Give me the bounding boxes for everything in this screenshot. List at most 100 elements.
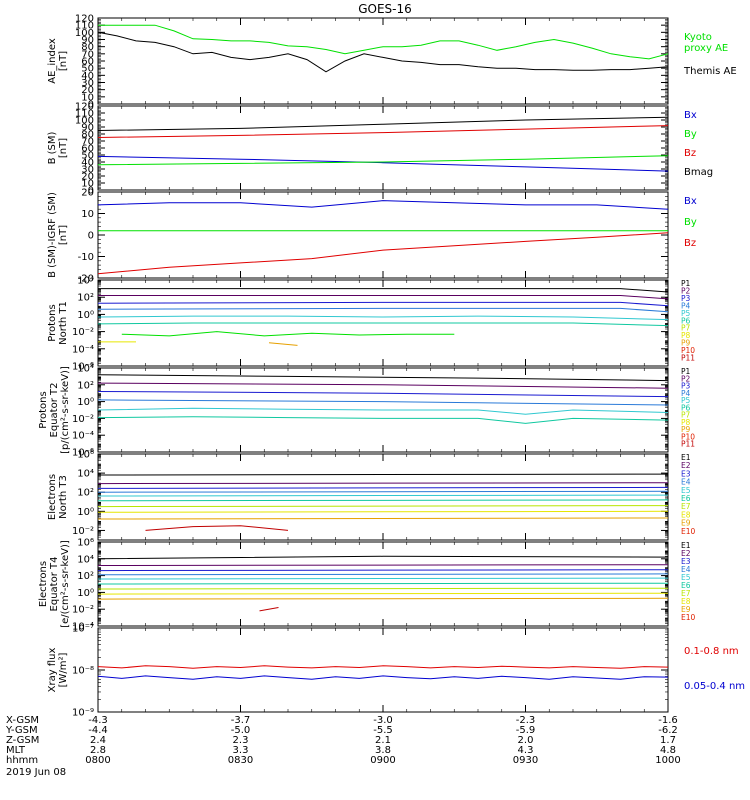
legend-entry: P9 [681,339,691,348]
y-tick-label: 10² [77,380,94,391]
series-line-e10 [145,525,289,531]
series-line-p1 [98,288,669,293]
series-line-bz [97,232,669,275]
panel-bigrf: -20 -10 0 10 20 B (SM)-IGRF (SM) [nT] Bx By Bz [47,188,697,285]
y-tick-label: 20 [81,188,94,199]
series-line-p1 [97,374,669,382]
series-line-bmag [97,116,669,131]
series-line-e8 [97,510,669,513]
legend-entry: Bz [684,238,696,249]
legend-entry: Bz [684,148,696,159]
y-tick-label: 120 [75,14,94,25]
y-tick-label: 10⁻⁶ [72,448,94,459]
series-line-e8 [97,592,669,595]
x-tick-label: 4.3 [518,745,534,756]
y-tick-label: 110 [75,109,94,120]
y-tick-label: 120 [75,102,94,113]
y-axis-label: Protons [47,304,58,341]
y-tick-label: 10⁻⁷ [72,624,94,635]
y-tick-label: 10² [77,488,94,499]
y-tick-label: 100 [75,116,94,127]
panel-xray: 10⁻⁹ 10⁻⁸ 10⁻⁷ Xray flux [W/m²] 0.1-0.8 nm 0.0… [47,624,745,719]
y-axis-label: North T1 [58,301,69,345]
series-line-p7 [121,331,455,337]
series-line-bz [97,125,669,138]
y-axis-label: AE_index [47,38,58,84]
series-line-p5 [97,315,669,321]
y-tick-label: 70 [81,137,94,148]
x-tick-label: -2.3 [516,715,536,726]
x-row-label: Z-GSM [6,735,39,746]
series-line-p6 [97,416,669,424]
y-tick-label: 10⁻⁹ [72,708,94,719]
legend-entry: proxy AE [684,43,728,54]
y-tick-label: 10⁰ [77,588,94,599]
x-tick-label: 1.7 [660,735,676,746]
series-line-p2 [97,382,669,389]
y-tick-label: 10⁻² [72,605,94,616]
y-axis-label: [nT] [58,51,69,71]
legend-entry: E8 [681,597,691,606]
y-tick-label: 10⁰ [77,310,94,321]
y-tick-label: 70 [81,49,94,60]
x-tick-label: 2.1 [375,735,391,746]
series-line-e9 [97,597,669,600]
x-tick-label: -5.0 [231,725,251,736]
legend-entry: P8 [681,331,691,340]
series-line-p3 [97,391,669,398]
y-tick-label: 60 [81,144,94,155]
x-row-label: MLT [6,745,26,756]
y-tick-label: 10 [81,179,94,190]
x-tick-label: -5.5 [373,725,393,736]
y-axis-label: [nT] [58,138,69,158]
y-tick-label: 80 [81,130,94,141]
legend-entry: P6 [681,403,691,412]
legend-entry: E1 [681,541,691,550]
y-tick-label: 100 [75,28,94,39]
legend-entry: P8 [681,418,691,427]
legend-entry: E5 [681,486,691,495]
legend-entry: P9 [681,425,691,434]
series-line-p5 [97,407,669,415]
y-tick-label: 10⁻⁴ [72,622,94,633]
legend-entry: 0.05-0.4 nm [684,681,745,692]
x-tick-label: 3.8 [375,745,391,756]
y-tick-label: 110 [75,21,94,32]
legend-entry: E10 [681,613,696,622]
legend-entry: By [684,129,697,140]
y-tick-label: 10⁶ [77,538,94,549]
y-tick-label: 50 [81,151,94,162]
x-tick-label: 2.8 [90,745,106,756]
legend-entry: E6 [681,494,691,503]
legend-entry: P10 [681,432,695,441]
y-tick-label: 10² [77,571,94,582]
series-line-p2 [98,295,669,300]
y-axis-label: Electrons [47,474,58,520]
y-tick-label: 80 [81,42,94,53]
y-axis-label: Equator T4 [49,557,60,612]
legend-entry: P2 [681,286,691,295]
y-tick-label: 10⁴ [77,469,94,480]
y-tick-label: 10⁻² [72,526,94,537]
legend-entry: P1 [681,279,691,288]
y-tick-label: -10 [78,252,94,263]
legend-entry: By [684,217,697,228]
x-tick-label: 0900 [370,755,395,766]
y-axis-label: Xray flux [47,648,58,693]
series-line-e1 [97,473,669,476]
legend-entry: E7 [681,589,691,598]
legend-entry: Bx [684,196,697,207]
x-tick-label: 3.3 [233,745,249,756]
x-tick-label: 0830 [228,755,253,766]
x-tick-label: 2.0 [518,735,534,746]
y-tick-label: 20 [81,172,94,183]
legend-entry: P3 [681,382,691,391]
series-line-e3 [97,486,669,489]
series-line-e4 [97,573,669,576]
x-tick-label: -4.4 [88,725,108,736]
y-tick-label: 10⁻⁴ [72,344,94,355]
y-tick-label: 10⁰ [77,507,94,518]
series-line-p4 [97,307,669,313]
